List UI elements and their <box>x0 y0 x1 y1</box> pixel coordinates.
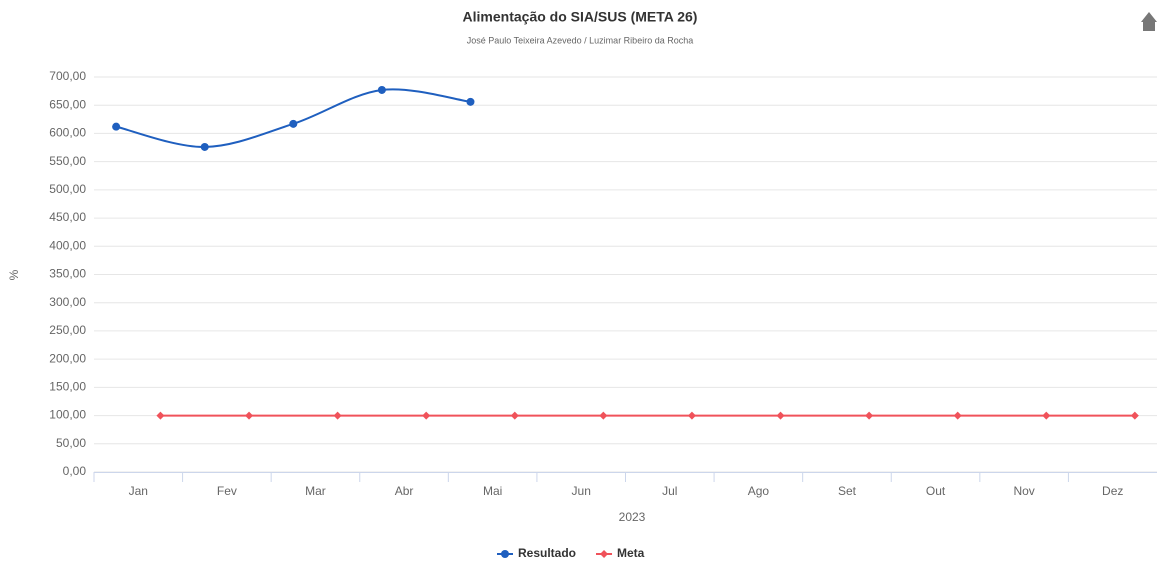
data-point <box>510 411 519 420</box>
y-tick-label: 500,00 <box>49 182 86 196</box>
data-point <box>245 411 254 420</box>
data-point <box>377 85 386 94</box>
data-point <box>599 411 608 420</box>
legend-marker <box>600 550 609 558</box>
y-tick-label: 100,00 <box>49 408 86 422</box>
y-axis-title: % <box>7 269 21 280</box>
x-tick-label: Ago <box>748 484 770 498</box>
data-point <box>422 411 431 420</box>
x-tick-label: Mai <box>483 484 502 498</box>
x-tick-label: Jul <box>662 484 677 498</box>
data-point <box>776 411 785 420</box>
y-tick-label: 400,00 <box>49 238 86 252</box>
y-tick-label: 50,00 <box>56 436 86 450</box>
legend-label: Resultado <box>518 546 576 560</box>
y-tick-label: 350,00 <box>49 267 86 281</box>
y-tick-label: 200,00 <box>49 351 86 365</box>
y-tick-label: 650,00 <box>49 97 86 111</box>
x-tick-label: Abr <box>395 484 414 498</box>
series-line <box>115 88 471 148</box>
y-tick-label: 450,00 <box>49 210 86 224</box>
y-tick-label: 300,00 <box>49 295 86 309</box>
y-tick-label: 0,00 <box>63 464 87 478</box>
x-tick-label: Fev <box>217 484 237 498</box>
data-point <box>953 411 962 420</box>
x-axis-title: 2023 <box>619 510 646 524</box>
x-tick-label: Jan <box>129 484 148 498</box>
chart-subtitle: José Paulo Teixeira Azevedo / Luzimar Ri… <box>467 35 693 45</box>
y-tick-label: 150,00 <box>49 380 86 394</box>
data-point <box>333 411 342 420</box>
data-point <box>156 411 165 420</box>
y-tick-label: 600,00 <box>49 126 86 140</box>
chart-title: Alimentação do SIA/SUS (META 26) <box>463 9 698 25</box>
x-tick-label: Nov <box>1013 484 1034 498</box>
y-tick-label: 550,00 <box>49 154 86 168</box>
x-tick-label: Jun <box>572 484 591 498</box>
data-point <box>289 119 298 128</box>
x-tick-label: Set <box>838 484 857 498</box>
x-tick-label: Out <box>926 484 946 498</box>
data-point <box>466 97 475 106</box>
menu-shape[interactable] <box>1141 12 1157 31</box>
menu-icon[interactable] <box>1141 12 1157 31</box>
y-tick-label: 250,00 <box>49 323 86 337</box>
x-tick-label: Mar <box>305 484 326 498</box>
y-tick-label: 700,00 <box>49 69 86 83</box>
data-point <box>200 142 209 151</box>
data-point <box>1130 411 1139 420</box>
data-point <box>112 122 121 131</box>
data-point <box>1042 411 1051 420</box>
legend-label: Meta <box>617 546 645 560</box>
data-point <box>687 411 696 420</box>
x-tick-label: Dez <box>1102 484 1123 498</box>
legend-marker <box>501 550 509 558</box>
data-point <box>865 411 874 420</box>
